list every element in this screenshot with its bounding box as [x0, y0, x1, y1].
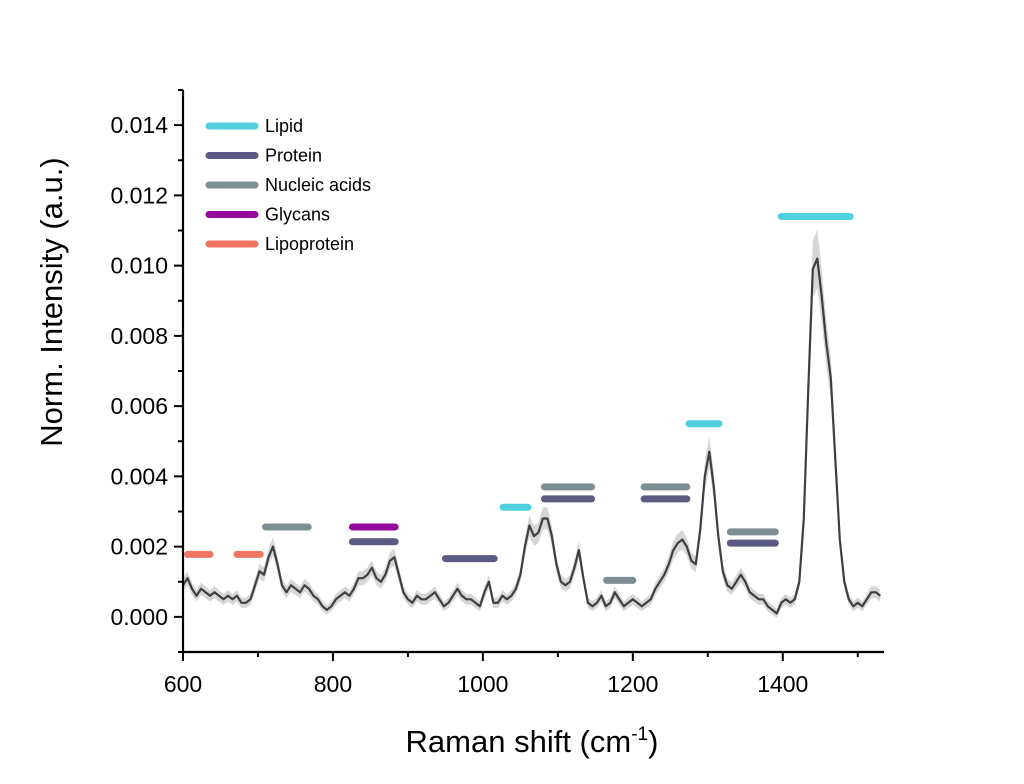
x-tick-label: 1200	[607, 671, 658, 697]
x-tick-label: 1400	[757, 671, 808, 697]
y-tick-label: 0.010	[110, 253, 168, 279]
legend-label: Lipid	[265, 116, 303, 136]
y-tick-label: 0.004	[110, 463, 168, 489]
y-axis-title: Norm. Intensity (a.u.)	[34, 157, 69, 446]
legend-label: Nucleic acids	[265, 175, 371, 195]
x-axis-title-end: )	[648, 724, 658, 759]
legend-label: Lipoprotein	[265, 234, 354, 254]
y-tick-label: 0.002	[110, 534, 168, 560]
plot-area	[182, 229, 881, 618]
legend: Lipid Protein Nucleic acids Glycans Lipoprot…	[205, 116, 371, 254]
y-tick-label: 0.006	[110, 393, 168, 419]
x-axis-title-main: Raman shift (cm	[406, 724, 632, 759]
x-tick-label: 600	[164, 671, 202, 697]
spectrum-error-band	[183, 229, 881, 618]
legend-label: Protein	[265, 146, 322, 166]
spectrum-line	[182, 257, 881, 615]
x-axis-title-sup: -1	[631, 724, 648, 745]
x-axis-title: Raman shift (cm-1)	[406, 724, 659, 759]
legend-label: Glycans	[265, 205, 330, 225]
x-tick-label: 800	[314, 671, 352, 697]
y-tick-label: 0.014	[110, 112, 168, 138]
axes: 0.000 0.002 0.004 0.006 0.008 0.010 0.012 0.014…	[110, 89, 884, 697]
y-tick-label: 0.012	[110, 182, 168, 208]
y-tick-label: 0.000	[110, 604, 168, 630]
band-bars	[183, 212, 854, 584]
y-tick-label: 0.008	[110, 323, 168, 349]
x-tick-label: 1000	[457, 671, 508, 697]
